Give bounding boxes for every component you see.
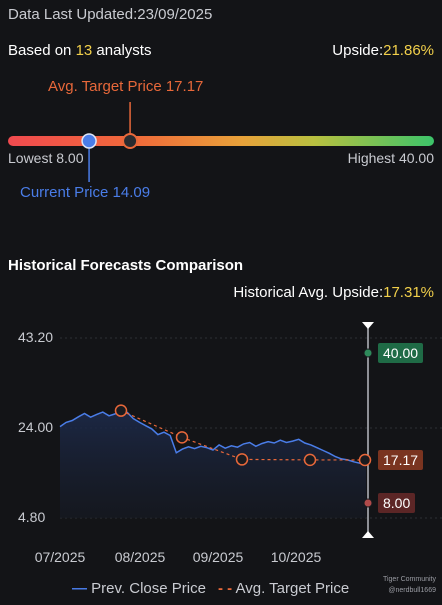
avg-target-point [235, 453, 249, 466]
highest-label: Highest 40.00 [347, 150, 434, 166]
price-range-gauge [8, 102, 434, 182]
avg-target-point [358, 453, 372, 467]
updated-label: Data Last Updated: [8, 6, 138, 23]
historical-title: Historical Forecasts Comparison [8, 257, 244, 274]
updated-date: 23/09/2025 [137, 6, 213, 23]
historical-upside-value: 17.31% [383, 284, 434, 301]
based-suffix: analysts [92, 42, 152, 59]
avg-target-marker [122, 133, 139, 149]
analysts-count: 13 [75, 42, 93, 59]
historical-forecast-chart: 43.20 24.00 4.80 07/2025 08/2025 09/2025 10/20… [18, 322, 442, 565]
highest-value-tag: 40.00 [378, 343, 424, 363]
based-prefix: Based on [8, 42, 76, 59]
legend-target-swatch: - - [218, 580, 233, 597]
avg-target-point [114, 404, 128, 417]
y-tick-label: 24.00 [18, 419, 53, 435]
avg-target-point [303, 453, 317, 467]
data-updated-text: Data Last Updated:23/09/2025 [8, 6, 212, 23]
current-price-label: Current Price 14.09 [20, 184, 151, 201]
watermark-brand: Tiger Community [382, 576, 436, 583]
avg-target-value-tag: 17.17 [378, 450, 424, 471]
x-tick-label: 10/2025 [271, 549, 322, 565]
y-tick-label: 43.20 [18, 329, 53, 345]
close-price-area [60, 409, 366, 518]
lowest-value-tag: 8.00 [378, 493, 416, 513]
y-tick-label: 4.80 [18, 509, 45, 525]
watermark-user: @nerdbull1669 [388, 587, 436, 594]
avg-target-label: Avg. Target Price 17.17 [48, 78, 204, 95]
highest-marker [363, 348, 373, 358]
legend-close-label: Prev. Close Price [91, 580, 206, 597]
avg-target-line [120, 410, 366, 461]
x-tick-label: 07/2025 [35, 549, 86, 565]
avg-target-point [175, 431, 189, 444]
today-top-arrow [362, 322, 374, 329]
legend-target-label: Avg. Target Price [235, 580, 350, 597]
gauge-bar [8, 136, 434, 146]
legend-close-price[interactable]: — Prev. Close Price [72, 580, 206, 597]
close-price-line [59, 408, 367, 464]
upside-label: Upside: [332, 42, 384, 59]
lowest-label: Lowest 8.00 [8, 150, 84, 166]
historical-upside-text: Historical Avg. Upside:17.31% [233, 284, 434, 301]
analyst-count-text: Based on 13 analysts [8, 42, 151, 59]
x-tick-label: 08/2025 [115, 549, 166, 565]
legend-close-swatch: — [72, 580, 87, 597]
watermark: Tiger Community @nerdbull1669 [383, 574, 436, 596]
upside-value: 21.86% [383, 42, 434, 59]
lowest-marker [363, 498, 373, 508]
legend-avg-target[interactable]: - - Avg. Target Price [218, 580, 349, 597]
x-tick-label: 09/2025 [193, 549, 244, 565]
current-price-marker [81, 133, 97, 149]
today-bottom-arrow [362, 531, 374, 538]
historical-upside-label: Historical Avg. Upside: [233, 284, 384, 301]
upside-text: Upside:21.86% [332, 42, 434, 59]
